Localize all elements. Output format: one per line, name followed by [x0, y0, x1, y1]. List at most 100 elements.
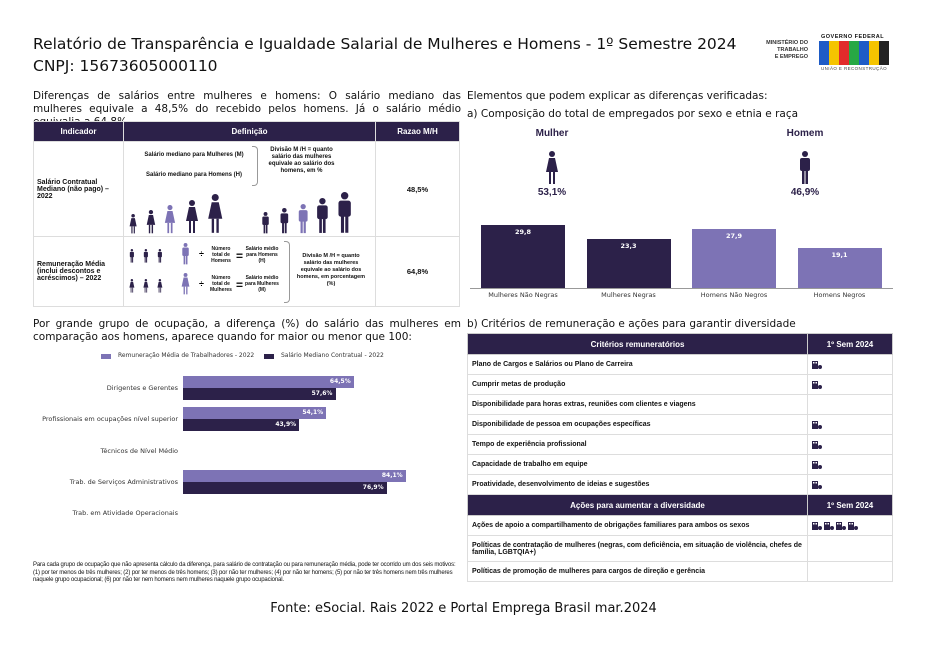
row-label: Capacidade de trabalho em equipe — [467, 454, 808, 475]
checkmark-icon — [812, 360, 822, 369]
bar — [183, 388, 336, 400]
def-division: Divisão M /H = quanto salário das mulher… — [296, 253, 366, 287]
bar — [481, 224, 565, 288]
women-pct: 53,1% — [537, 187, 567, 198]
occupation-bar-chart: Remuneração Média de Trabalhadores - 202… — [0, 0, 470, 560]
ministry-line: MINISTÉRIO DO — [766, 40, 808, 46]
source-footer: Fonte: eSocial. Rais 2022 e Portal Empre… — [270, 601, 657, 616]
period-header: 1º Sem 2024 — [807, 494, 893, 516]
category-label: Mulheres Não Negras — [488, 291, 558, 299]
col-indicator: Indicador — [33, 121, 124, 142]
indicator-label: Salário Contratual Mediano (não pago) – … — [33, 141, 124, 237]
man-icon — [129, 249, 134, 263]
row-label: Disponibilidade de pessoa em ocupações e… — [467, 414, 808, 435]
bar-value-label: 64,5% — [329, 378, 351, 385]
table-row: Tempo de experiência profissional — [467, 434, 893, 455]
women-total: Número total de Mulheres — [210, 275, 232, 293]
row-indicator — [807, 454, 893, 475]
checkmark-icon — [812, 521, 822, 530]
ministry-line: TRABALHO — [777, 47, 808, 53]
woman-icon — [208, 194, 223, 233]
divide-icon: ÷ — [199, 279, 204, 289]
row-indicator — [807, 535, 893, 562]
bar-value-label: 76,9% — [362, 483, 384, 491]
legend-swatch-average — [101, 354, 111, 359]
divide-icon: ÷ — [199, 249, 204, 259]
row-label: Proatividade, desenvolvimento de ideias … — [467, 474, 808, 495]
row-indicator — [807, 394, 893, 415]
legend-average: Remuneração Média de Trabalhadores - 202… — [118, 352, 255, 359]
government-logo: MINISTÉRIO DO TRABALHO E EMPREGO GOVERNO F… — [758, 34, 898, 74]
category-label: Trab. de Serviços Administrativos — [69, 477, 178, 486]
bar-value-label: 27,9 — [725, 231, 743, 240]
man-icon — [182, 243, 189, 265]
equals-icon: = — [236, 278, 244, 292]
category-label: Dirigentes e Gerentes — [106, 384, 178, 392]
title-text: Relatório de Transparência e Igualdade S… — [33, 35, 737, 53]
man-icon — [338, 192, 351, 233]
col-ratio: Razao M/H — [375, 121, 460, 142]
row-indicator — [807, 374, 893, 395]
category-label: Técnicos de Nível Médio — [100, 446, 178, 455]
woman-icon — [129, 214, 137, 234]
ministry-line: E EMPREGO — [774, 54, 808, 60]
men-avg: Salário médio para Homens (H) — [245, 246, 279, 264]
definition-cell: ÷ ÷ Número total de Homens = Salário médi… — [123, 236, 376, 307]
men-pct: 46,9% — [790, 187, 820, 198]
category-label: Homens Não Negros — [700, 291, 768, 299]
bar — [183, 481, 387, 494]
brace-icon — [252, 146, 258, 186]
bar-value-label: 29,8 — [514, 227, 532, 236]
checkmark-icon — [812, 420, 822, 429]
subtitle-b: b) Critérios de remuneração e ações para… — [467, 318, 796, 330]
row-label: Ações de apoio a compartilhamento de obr… — [467, 515, 808, 536]
checkmark-icon — [812, 440, 822, 449]
man-icon — [800, 151, 810, 184]
table-row: Políticas de promoção de mulheres para c… — [467, 561, 893, 582]
table-row: Ações de apoio a compartilhamento de obr… — [467, 515, 893, 536]
row-label: Cumprir metas de produção — [467, 374, 808, 395]
women-label: Mulher — [535, 128, 569, 139]
table-row: Disponibilidade de pessoa em ocupações e… — [467, 414, 893, 435]
checkmark-icon — [812, 480, 822, 489]
row-indicator — [807, 515, 893, 536]
woman-icon — [186, 200, 198, 233]
woman-icon — [143, 279, 149, 293]
occupation-intro: Por grande grupo de ocupação, a diferenç… — [33, 318, 461, 343]
row-indicator — [807, 561, 893, 582]
def-division: Divisão M /H = quanto salário das mulher… — [268, 147, 335, 174]
definition-cell: Salário mediano para Mulheres (M) Salári… — [123, 141, 376, 237]
indicator-table: Indicador Definição Razao M/H Salário Cont… — [33, 121, 460, 307]
row-label: Tempo de experiência profissional — [467, 434, 808, 455]
bar — [183, 376, 354, 388]
cnpj: CNPJ: 15673605000110 — [33, 57, 218, 75]
row-label: Políticas de contratação de mulheres (ne… — [467, 535, 808, 562]
bar — [586, 238, 671, 288]
legend-swatch-median — [264, 354, 274, 359]
man-icon — [157, 249, 162, 263]
def-women: Salário mediano para Mulheres (M) — [144, 152, 244, 158]
period-header: 1º Sem 2024 — [807, 333, 893, 355]
bar-value-label: 23,3 — [620, 241, 637, 250]
row-indicator — [807, 414, 893, 435]
table-row: Disponibilidade para horas extras, reuni… — [467, 394, 893, 415]
bar — [692, 228, 776, 288]
category-label: Trab. em Atividade Operacionais — [72, 509, 178, 518]
bar-value-label: 54,1% — [302, 409, 324, 417]
woman-icon — [181, 273, 190, 295]
people-sum-icon: ÷÷ — [129, 243, 204, 295]
subtitle-a: a) Composição do total de empregados por… — [467, 108, 799, 120]
men-total: Número total de Homens — [211, 246, 231, 264]
row-indicator — [807, 434, 893, 455]
row-indicator — [807, 474, 893, 495]
x-axis — [470, 288, 893, 289]
row-label: Disponibilidade para horas extras, reuni… — [467, 394, 808, 415]
checkmark-icon — [824, 521, 834, 530]
women-avg: Salário médio para Mulheres (M) — [245, 275, 279, 293]
table-row: Cumprir metas de produção — [467, 374, 893, 395]
table-row: Proatividade, desenvolvimento de ideias … — [467, 474, 893, 495]
table-row: Capacidade de trabalho em equipe — [467, 454, 893, 475]
bar — [797, 247, 882, 288]
man-icon — [143, 249, 148, 263]
col-definition: Definição — [123, 121, 376, 142]
